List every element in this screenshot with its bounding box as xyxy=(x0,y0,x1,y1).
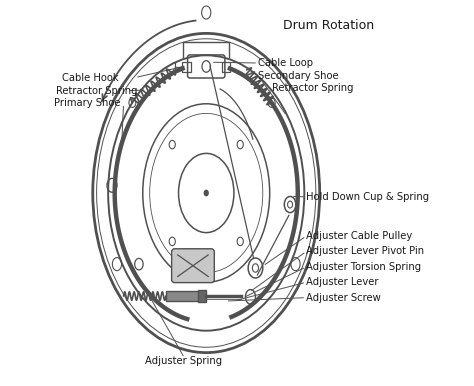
Text: Retractor Spring: Retractor Spring xyxy=(272,83,353,93)
Text: Adjuster Torsion Spring: Adjuster Torsion Spring xyxy=(306,262,421,272)
Bar xyxy=(222,62,230,72)
Text: Drum Rotation: Drum Rotation xyxy=(283,19,374,32)
Text: Cable Hook: Cable Hook xyxy=(62,73,118,83)
Text: Retractor Spring: Retractor Spring xyxy=(56,86,138,96)
Bar xyxy=(198,290,206,302)
Text: Secondary Shoe: Secondary Shoe xyxy=(258,71,339,81)
Text: Adjuster Lever: Adjuster Lever xyxy=(306,277,379,287)
Text: Adjuster Cable Pulley: Adjuster Cable Pulley xyxy=(306,231,412,241)
Bar xyxy=(166,291,199,301)
Text: Adjuster Lever Pivot Pin: Adjuster Lever Pivot Pin xyxy=(306,246,424,256)
Ellipse shape xyxy=(204,190,208,196)
FancyBboxPatch shape xyxy=(172,249,214,283)
Text: Adjuster Spring: Adjuster Spring xyxy=(145,356,222,366)
Text: Cable Loop: Cable Loop xyxy=(258,58,313,68)
Text: Adjuster Screw: Adjuster Screw xyxy=(306,293,381,303)
Bar xyxy=(182,62,191,72)
Text: Primary Shoe: Primary Shoe xyxy=(55,98,121,108)
Text: Hold Down Cup & Spring: Hold Down Cup & Spring xyxy=(306,192,429,202)
